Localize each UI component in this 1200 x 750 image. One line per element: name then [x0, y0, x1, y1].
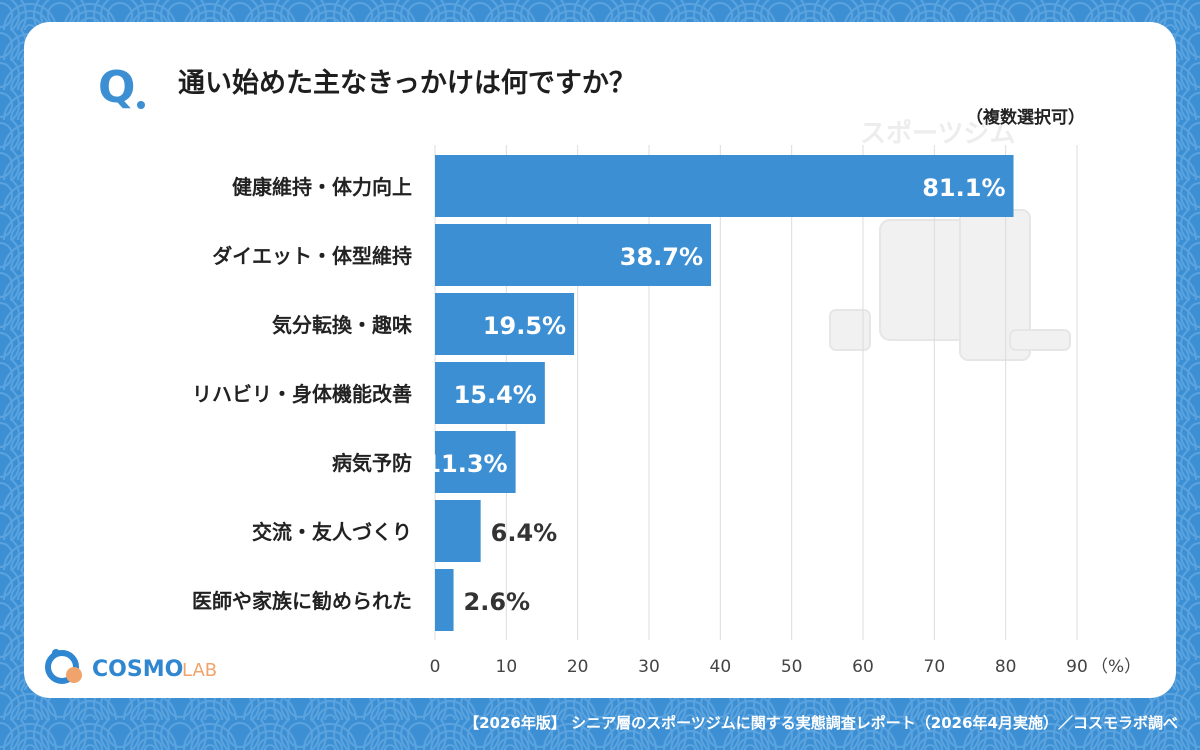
- category-label: ダイエット・体型維持: [212, 244, 412, 268]
- tick-label: 90: [1066, 657, 1088, 677]
- bar: [435, 500, 481, 562]
- value-label: 6.4%: [491, 519, 558, 547]
- watermark-text: スポーツジム: [860, 118, 1015, 149]
- value-label: 38.7%: [620, 243, 703, 271]
- category-label: 医師や家族に勧められた: [192, 589, 412, 613]
- tick-label: 70: [924, 657, 946, 677]
- bar: [435, 362, 545, 424]
- tick-label: 80: [995, 657, 1017, 677]
- bar: [435, 224, 712, 286]
- value-label: 19.5%: [483, 312, 566, 340]
- logo-word-lab: LAB: [182, 660, 217, 681]
- category-label: 健康維持・体力向上: [232, 175, 412, 199]
- tick-label: 40: [710, 657, 732, 677]
- category-label: 気分転換・趣味: [272, 313, 412, 337]
- tick-label: 0: [430, 657, 441, 677]
- tick-label: 10: [496, 657, 518, 677]
- question-title: 通い始めた主なきっかけは何ですか？: [178, 68, 636, 99]
- footer-source: 【2026年版】 シニア層のスポーツジムに関する実態調査レポート（2026年4月…: [464, 714, 1178, 732]
- gym-watermark-illustration: スポーツジム: [829, 118, 1071, 361]
- category-label: 病気予防: [332, 451, 412, 475]
- tick-label: 60: [852, 657, 874, 677]
- value-label: 81.1%: [922, 174, 1005, 202]
- value-label: 2.6%: [464, 588, 531, 616]
- tick-label: 50: [781, 657, 803, 677]
- question-mark-letter: Q: [98, 62, 136, 113]
- axis-unit-label: （%）: [1091, 657, 1141, 677]
- logo-word-cosmo: COSMO: [92, 657, 183, 682]
- tick-label: 20: [567, 657, 589, 677]
- bar: [435, 155, 1014, 217]
- question-mark-dot: [137, 101, 145, 109]
- bar: [435, 431, 516, 493]
- multiple-choice-note: （複数選択可）: [966, 108, 1085, 128]
- cosmo-lab-logo: COSMO LAB: [45, 649, 217, 684]
- value-label: 11.3%: [424, 450, 507, 478]
- bar: [435, 293, 575, 355]
- category-label: 交流・友人づくり: [252, 520, 412, 544]
- value-label: 15.4%: [454, 381, 537, 409]
- tick-label: 30: [638, 657, 660, 677]
- bar: [435, 569, 454, 631]
- category-label: リハビリ・身体機能改善: [192, 382, 412, 406]
